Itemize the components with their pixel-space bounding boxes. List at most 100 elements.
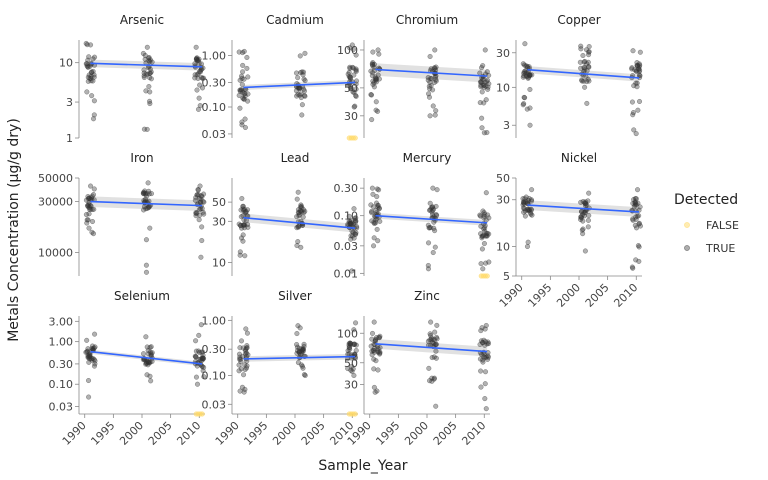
facet-title: Iron — [130, 151, 153, 165]
data-point — [586, 52, 592, 58]
data-point — [294, 196, 300, 202]
y-tick-label: 1.00 — [202, 314, 227, 327]
data-point — [245, 91, 251, 97]
data-point — [295, 360, 301, 366]
data-point — [294, 341, 300, 348]
facet-title: Nickel — [561, 151, 597, 165]
data-point — [244, 54, 250, 61]
data-point — [240, 232, 246, 238]
y-tick-label: 0.03 — [202, 128, 227, 141]
x-tick-label: 1990 — [213, 419, 242, 448]
data-point — [348, 341, 354, 347]
data-point — [425, 338, 431, 344]
data-point — [346, 69, 352, 75]
y-tick-label: 1.00 — [49, 336, 74, 349]
data-point — [301, 341, 307, 347]
data-point — [477, 212, 483, 218]
data-point — [141, 73, 147, 79]
y-tick-label: 10 — [212, 257, 226, 270]
y-tick-label: 0.03 — [49, 401, 74, 414]
data-point — [88, 42, 94, 48]
data-point — [521, 199, 527, 205]
data-point — [522, 41, 528, 47]
data-point — [430, 185, 436, 191]
data-point — [89, 93, 95, 99]
data-point — [428, 82, 434, 89]
data-point — [348, 221, 354, 227]
facet-title: Copper — [557, 13, 600, 27]
data-point — [239, 195, 245, 202]
data-point — [581, 59, 587, 65]
data-point — [144, 126, 150, 132]
data-point — [430, 87, 436, 93]
data-point — [299, 112, 305, 118]
data-point — [89, 345, 95, 352]
data-point — [141, 189, 147, 195]
data-point — [634, 187, 641, 193]
data-point — [486, 259, 492, 265]
data-point — [240, 69, 246, 75]
y-tick-label: 10 — [496, 81, 510, 94]
data-point — [478, 328, 484, 334]
data-point — [578, 43, 584, 49]
x-tick-label: 1995 — [373, 419, 402, 448]
data-point — [197, 103, 203, 109]
x-tick-label: 2010 — [611, 281, 640, 310]
data-point — [376, 187, 382, 193]
nondetect-point — [199, 411, 205, 417]
data-point — [347, 64, 353, 70]
data-point — [91, 363, 98, 369]
data-point — [479, 125, 485, 131]
data-point — [350, 89, 356, 95]
data-point — [300, 72, 306, 78]
data-point — [373, 220, 379, 226]
data-point — [238, 222, 244, 229]
y-tick-label: 5 — [503, 270, 510, 283]
data-point — [429, 339, 435, 345]
data-point — [83, 212, 89, 218]
data-point — [586, 212, 592, 219]
data-point — [197, 82, 203, 88]
data-point — [432, 112, 438, 118]
data-point — [433, 203, 439, 209]
data-point — [91, 186, 97, 192]
data-point — [433, 342, 439, 348]
data-point — [377, 218, 383, 224]
data-point — [633, 257, 639, 263]
facet-title: Lead — [281, 151, 310, 165]
data-point — [83, 61, 89, 67]
data-point — [298, 202, 304, 208]
data-point — [299, 69, 305, 75]
data-point — [529, 187, 535, 193]
data-point — [300, 365, 306, 371]
data-point — [374, 194, 380, 200]
data-point — [478, 384, 484, 390]
data-point — [370, 204, 377, 210]
x-tick-label: 2000 — [270, 419, 299, 448]
data-point — [586, 190, 592, 196]
data-point — [351, 327, 357, 333]
data-point — [582, 248, 588, 254]
data-point — [300, 347, 306, 353]
data-point — [241, 208, 247, 214]
data-point — [431, 376, 437, 382]
data-point — [142, 52, 148, 58]
data-point — [349, 363, 355, 369]
data-point — [293, 70, 300, 76]
x-tick-label: 2005 — [299, 419, 328, 448]
data-point — [478, 84, 484, 90]
data-point — [297, 53, 303, 59]
data-point — [582, 84, 588, 90]
data-point — [236, 49, 242, 55]
data-point — [302, 93, 308, 99]
data-point — [369, 117, 375, 123]
data-point — [481, 232, 487, 239]
data-point — [524, 243, 531, 250]
data-point — [84, 89, 90, 95]
data-point — [634, 80, 640, 86]
data-point — [376, 335, 382, 341]
data-point — [485, 341, 492, 347]
data-point — [428, 225, 434, 231]
trend-line — [527, 204, 640, 213]
